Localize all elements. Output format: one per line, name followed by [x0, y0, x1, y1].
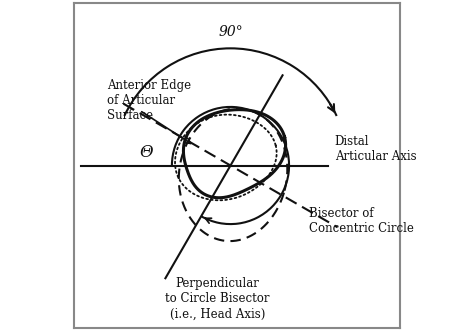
Text: Distal
Articular Axis: Distal Articular Axis: [335, 135, 416, 163]
Text: Θ: Θ: [139, 144, 153, 161]
Text: 90°: 90°: [218, 24, 243, 39]
Text: Anterior Edge
of Articular
Surface: Anterior Edge of Articular Surface: [107, 79, 191, 122]
Text: Perpendicular
to Circle Bisector
(i.e., Head Axis): Perpendicular to Circle Bisector (i.e., …: [165, 277, 270, 320]
Text: Bisector of
Concentric Circle: Bisector of Concentric Circle: [309, 207, 413, 235]
